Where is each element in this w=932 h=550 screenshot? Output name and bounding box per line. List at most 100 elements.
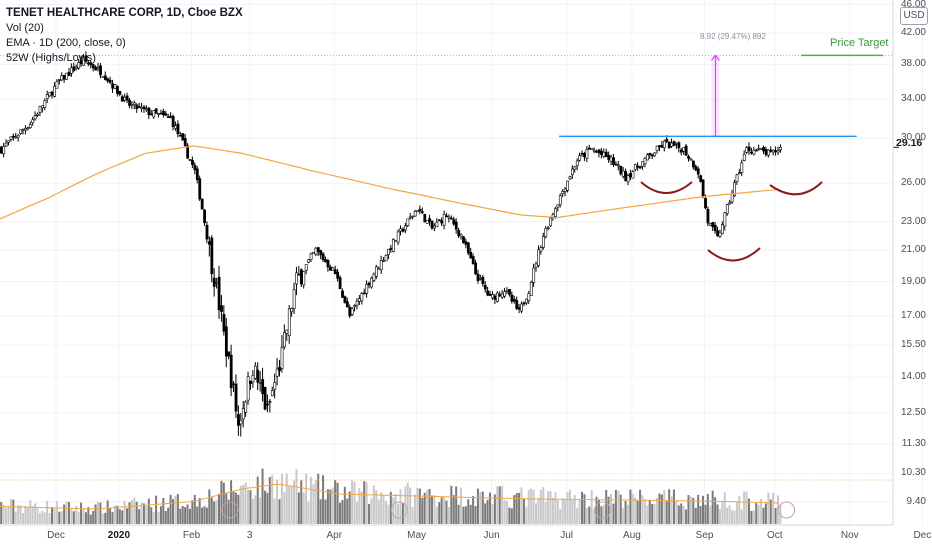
candle-body [658, 145, 661, 147]
volume-bar [544, 502, 547, 524]
volume-bar [578, 499, 581, 524]
volume-bar [109, 508, 112, 524]
volume-bar [159, 506, 162, 524]
volume-bar [26, 507, 29, 524]
volume-bar [339, 502, 341, 524]
volume-study-label[interactable]: Vol (20) [6, 22, 44, 34]
candle-body [215, 281, 219, 284]
volume-bar [288, 486, 291, 524]
volume-bar [643, 499, 646, 524]
volume-bar [496, 486, 499, 524]
volume-bar [636, 500, 639, 524]
volume-bar [343, 486, 346, 524]
candle-body [176, 123, 180, 135]
candle-body [578, 155, 582, 161]
volume-bar [626, 504, 629, 524]
candle-body [353, 305, 357, 308]
candle-body [118, 90, 122, 95]
candle-body [256, 369, 260, 383]
earnings-marker-icon[interactable] [221, 501, 239, 519]
candle-body [721, 224, 724, 235]
earnings-marker-icon[interactable] [594, 501, 612, 519]
candle-body [607, 155, 611, 160]
time-tick-label: Dec [913, 530, 932, 541]
candle-body [440, 220, 444, 224]
candle-body [401, 229, 405, 232]
volume-bar [181, 505, 184, 524]
candle-body [145, 108, 148, 111]
candle-body [57, 79, 61, 81]
volume-bar [624, 501, 627, 524]
volume-bar [530, 488, 533, 524]
volume-bar [247, 489, 250, 524]
candle-body [251, 374, 255, 383]
volume-bar [682, 505, 685, 524]
volume-bar [731, 510, 734, 524]
time-tick-label: 3 [246, 530, 253, 541]
volume-bar [201, 507, 204, 524]
earnings-marker-icon[interactable] [778, 501, 795, 519]
time-tick-label: Nov [840, 530, 859, 541]
candle-body [723, 212, 727, 227]
candle-body [452, 219, 456, 225]
volume-bar [658, 493, 661, 524]
price-tick-label: 46.00 [900, 0, 926, 10]
highs-lows-study-label[interactable]: 52W (Highs/Lows) [6, 52, 96, 64]
candle-body [776, 150, 780, 153]
head-arc [707, 247, 761, 262]
ema-study-label[interactable]: EMA · 1D (200, close, 0) [6, 37, 126, 49]
candle-body [198, 178, 202, 200]
volume-pane [0, 468, 782, 524]
candle-body [384, 255, 388, 262]
volume-bar [21, 513, 24, 524]
earnings-marker-icon[interactable] [390, 501, 408, 519]
volume-bar [481, 491, 484, 524]
candle-body [566, 180, 569, 191]
candle-body [220, 305, 223, 312]
volume-bar [452, 495, 455, 524]
candle-body [779, 147, 782, 151]
volume-bar [234, 492, 237, 524]
volume-bar [576, 507, 579, 524]
candle-body [682, 147, 686, 152]
time-tick-label: Apr [326, 530, 343, 541]
time-tick-label: Sep [695, 530, 714, 541]
volume-bar [614, 489, 617, 524]
candle-body [38, 105, 42, 113]
volume-bar [249, 490, 252, 524]
candle-body [614, 163, 618, 166]
currency-badge[interactable]: USD [900, 7, 928, 25]
volume-bar [334, 480, 337, 524]
candle-body [217, 276, 221, 311]
volume-bar [767, 492, 770, 524]
volume-bar [447, 507, 450, 524]
candle-body [280, 347, 284, 369]
candle-body [186, 145, 190, 159]
candle-body [21, 129, 25, 131]
volume-bar [564, 499, 567, 524]
candle-body [493, 295, 497, 300]
volume-bar [641, 495, 644, 524]
candle-body [123, 96, 127, 101]
candle-body [258, 382, 262, 384]
volume-bar [694, 507, 697, 524]
volume-bar [755, 503, 758, 524]
volume-bar [399, 489, 402, 524]
candle-body [195, 168, 199, 180]
candle-body [728, 201, 732, 205]
candle-body [462, 236, 465, 244]
candle-body [275, 368, 279, 377]
volume-bar [271, 474, 274, 524]
volume-bar [718, 508, 721, 524]
candle-body [28, 124, 32, 128]
candle-body [587, 147, 591, 150]
volume-bar [317, 473, 320, 524]
candle-body [643, 157, 647, 165]
candle-body [362, 292, 366, 295]
candle-body [74, 66, 78, 69]
candle-body [660, 144, 664, 148]
volume-bar [297, 492, 300, 524]
volume-bar [634, 497, 637, 524]
candle-body [450, 217, 453, 220]
